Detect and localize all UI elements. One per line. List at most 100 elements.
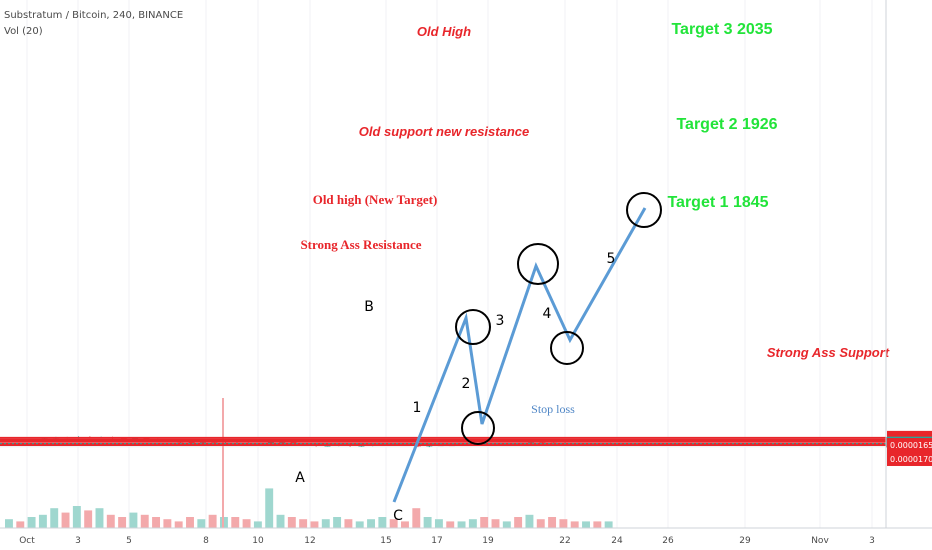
volume-bar [412, 508, 421, 528]
wave-drawings: Target 3 2035 Target 2 1926 Target 1 1845 A… [295, 21, 777, 524]
volume-bar [344, 519, 353, 528]
wave-label: A [295, 470, 305, 486]
volume-bar [525, 514, 534, 528]
time-tick-label: 29 [739, 536, 751, 546]
volume-bar [378, 517, 387, 528]
volume-bar [468, 519, 477, 528]
target-label: Target 1 1845 [667, 194, 768, 211]
volume-bar [333, 517, 342, 528]
wave-label: 4 [543, 306, 552, 322]
volume-bar [163, 519, 172, 528]
marker-circle [517, 243, 559, 285]
volume-bar [593, 521, 602, 528]
level-label: Strong Ass Support [767, 345, 890, 360]
volume-bar [559, 519, 568, 528]
volume-bar [95, 508, 104, 528]
time-tick-label: 3 [869, 536, 875, 546]
price-badge-label: 0.00001708 [890, 455, 932, 464]
volume-bar [287, 517, 296, 528]
price-badge-label: 0.00001652 [890, 441, 932, 450]
volume-bar [129, 512, 138, 528]
volume-bar [208, 514, 217, 528]
level-label: Old High [417, 24, 471, 39]
volume-bar [140, 514, 149, 528]
volume-bar [265, 488, 274, 528]
time-tick-label: 12 [304, 536, 315, 546]
time-tick-label: Nov [811, 536, 829, 546]
volume-bar [253, 521, 262, 528]
volume-bar [536, 519, 545, 528]
volume-bar [299, 519, 308, 528]
candle-body [188, 442, 195, 444]
volume-bars [5, 398, 613, 528]
volume-indicator-label: Vol (20) [4, 26, 43, 37]
marker-circle [550, 331, 584, 365]
time-tick-label: 24 [611, 536, 623, 546]
level-lines: Old High Old support new resistance Old hi… [0, 24, 890, 447]
volume-bar [457, 521, 466, 528]
symbol-header: Substratum / Bitcoin, 240, BINANCE [4, 10, 184, 21]
volume-bar [27, 517, 36, 528]
time-tick-label: 8 [203, 536, 209, 546]
time-tick-label: 22 [559, 536, 570, 546]
level-label: Strong Ass Resistance [300, 237, 421, 252]
volume-bar [310, 521, 319, 528]
volume-bar [197, 519, 206, 528]
marker-circle [461, 411, 495, 445]
elliott-wave-line [392, 207, 647, 503]
target-label: Target 2 1926 [676, 116, 777, 133]
time-tick-label: 10 [252, 536, 264, 546]
volume-bar [389, 519, 398, 528]
volume-bar [231, 517, 240, 528]
volume-bar [480, 517, 489, 528]
volume-bar [446, 521, 455, 528]
volume-bar [72, 506, 81, 528]
volume-bar [222, 398, 224, 528]
volume-bar [502, 521, 511, 528]
volume-bar [152, 517, 161, 528]
volume-bar [423, 517, 432, 528]
volume-bar [582, 521, 590, 528]
volume-bar [61, 512, 70, 528]
volume-bar [242, 519, 251, 528]
time-tick-label: 26 [662, 536, 674, 546]
volume-bar [84, 510, 93, 528]
price-axis[interactable]: 0.000020500.000020000.000019500.00001900… [885, 0, 932, 528]
grid [0, 0, 886, 528]
time-tick-label: Oct [19, 536, 35, 546]
volume-bar [106, 514, 115, 528]
wave-label: 3 [496, 313, 505, 329]
time-tick-label: 19 [482, 536, 494, 546]
price-badge [887, 451, 932, 466]
level-label: Old high (New Target) [313, 192, 438, 207]
time-tick-label: 3 [75, 536, 81, 546]
candle-body [290, 441, 297, 444]
stop-loss-label: Stop loss [531, 402, 575, 416]
wave-label: 5 [607, 251, 616, 267]
wave-label: C [393, 508, 403, 524]
volume-bar [355, 521, 364, 528]
marker-circle [455, 309, 491, 345]
volume-bar [514, 517, 523, 528]
volume-bar [401, 521, 409, 528]
volume-bar [434, 519, 443, 528]
wave-label: B [364, 299, 374, 315]
price-badge [887, 438, 932, 453]
time-axis[interactable]: Oct 3 5 8 10 12 15 17 19 22 24 26 29 Nov 3 [0, 527, 932, 546]
candle-body [267, 442, 274, 444]
volume-bar [491, 519, 500, 528]
wave-label: 2 [462, 376, 471, 392]
volume-bar [5, 519, 13, 528]
wave-label: 1 [413, 400, 422, 416]
target-label: Target 3 2035 [671, 21, 772, 38]
volume-bar [367, 519, 375, 528]
time-tick-label: 17 [431, 536, 442, 546]
volume-bar [604, 521, 613, 528]
volume-bar [118, 517, 127, 528]
volume-bar [50, 508, 59, 528]
volume-bar [276, 514, 285, 528]
level-label: Old support new resistance [359, 124, 530, 139]
volume-bar [548, 517, 557, 528]
time-tick-label: 15 [380, 536, 391, 546]
